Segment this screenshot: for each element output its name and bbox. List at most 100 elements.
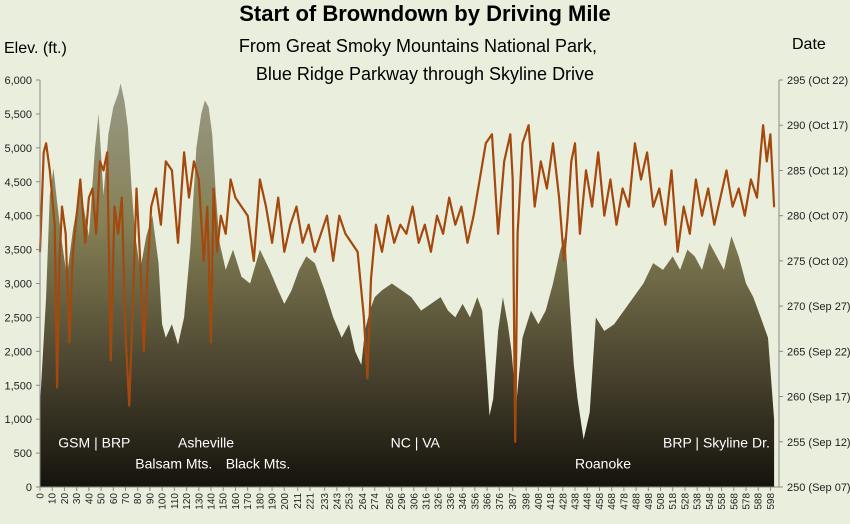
x-tick-label: 548 (705, 493, 716, 510)
browndown-point (53, 223, 56, 226)
browndown-point (682, 205, 685, 208)
browndown-point (765, 160, 768, 163)
browndown-point (411, 205, 414, 208)
x-tick-label: 90 (145, 493, 156, 505)
browndown-point (743, 214, 746, 217)
region-annotation: GSM | BRP (58, 435, 130, 451)
browndown-point (102, 169, 105, 172)
x-tick-label: 387 (508, 493, 519, 510)
region-annotation: NC | VA (391, 435, 441, 451)
x-tick-label: 180 (255, 493, 266, 510)
x-tick-label: 150 (219, 493, 230, 510)
x-tick-label: 366 (483, 493, 494, 510)
browndown-point (484, 142, 487, 145)
x-tick-label: 408 (534, 493, 545, 510)
browndown-point (756, 196, 758, 199)
browndown-point (511, 178, 514, 181)
x-tick-label: 286 (385, 493, 396, 510)
y-tick-label: 1,500 (4, 380, 32, 392)
y-tick-label: 2,500 (4, 312, 32, 324)
browndown-point (688, 232, 691, 235)
y-tick-label: 5,500 (4, 109, 32, 121)
browndown-point (514, 440, 517, 443)
x-tick-label: 468 (607, 493, 618, 510)
browndown-point (210, 341, 212, 344)
annotations: GSM | BRP Balsam Mts. Asheville Black Mts. N… (58, 435, 770, 472)
browndown-point (585, 169, 587, 172)
x-tick-label: 170 (243, 493, 254, 510)
y2-tick-label: 270 (Sep 27) (787, 301, 850, 313)
plot-area: GSM | BRP Balsam Mts. Asheville Black Mts. N… (38, 83, 776, 488)
browndown-point (202, 260, 205, 262)
browndown-point (109, 359, 112, 362)
browndown-point (99, 160, 101, 163)
x-tick-label: 458 (595, 493, 606, 510)
browndown-point (42, 151, 45, 154)
browndown-point (356, 250, 359, 253)
y-axis-label: Elev. (ft.) (4, 40, 67, 57)
x-tick-label: 336 (446, 493, 457, 510)
x-tick-label: 488 (632, 493, 643, 510)
browndown-point (497, 232, 499, 235)
browndown-point (552, 142, 554, 145)
region-annotation: BRP | Skyline Dr. (663, 435, 770, 451)
x-tick-label: 326 (434, 493, 445, 510)
browndown-point (135, 187, 138, 190)
x-tick-label: 418 (546, 493, 557, 510)
browndown-point (375, 223, 377, 226)
browndown-point (539, 160, 542, 163)
browndown-point (68, 341, 71, 344)
x-tick-label: 478 (619, 493, 630, 510)
chart-subtitle-line-1: From Great Smoky Mountains National Park… (239, 36, 597, 56)
browndown-point (509, 133, 512, 136)
browndown-point (615, 223, 618, 226)
x-tick-label: 346 (458, 493, 469, 510)
browndown-point (366, 377, 369, 380)
browndown-point (393, 241, 396, 244)
browndown-point (72, 250, 74, 253)
browndown-point (591, 205, 593, 208)
y2-tick-label: 260 (Sep 17) (787, 392, 850, 404)
browndown-date-points (39, 124, 775, 443)
browndown-point (609, 178, 612, 181)
x-tick-label: 518 (668, 493, 679, 510)
browndown-point (454, 223, 457, 226)
browndown-point (472, 214, 475, 217)
x-tick-label: 211 (293, 493, 304, 509)
x-tick-label: 110 (170, 493, 181, 509)
browndown-point (634, 142, 636, 145)
x-tick-label: 190 (268, 493, 279, 510)
browndown-point (640, 178, 642, 181)
browndown-point (48, 169, 51, 172)
x-tick-label: 10 (48, 493, 59, 505)
browndown-point (171, 169, 173, 172)
browndown-point (277, 196, 280, 199)
browndown-point (155, 187, 157, 190)
browndown-point (188, 196, 190, 199)
x-tick-label: 253 (345, 493, 356, 510)
browndown-point (430, 250, 432, 253)
browndown-point (124, 332, 127, 335)
x-tick-label: 120 (182, 493, 193, 510)
y-axis-ticks: 0 500 1,000 1,500 2,000 2,500 3,000 3,500 4,000 4… (4, 75, 40, 494)
browndown-point (417, 241, 420, 244)
y2-tick-label: 265 (Sep 22) (787, 346, 850, 358)
browndown-point (246, 214, 249, 217)
browndown-point (283, 250, 286, 253)
region-annotation: Roanoke (575, 456, 631, 472)
y2-tick-label: 280 (Oct 07) (787, 211, 848, 223)
browndown-point (289, 223, 292, 226)
browndown-point (381, 250, 383, 253)
x-tick-label: 428 (558, 493, 569, 510)
x-tick-label: 100 (158, 493, 169, 510)
browndown-point (773, 205, 775, 208)
browndown-point (570, 160, 573, 163)
browndown-point (45, 142, 47, 145)
browndown-point (139, 260, 142, 262)
browndown-point (627, 205, 630, 208)
browndown-point (387, 214, 389, 217)
x-tick-label: 558 (717, 493, 728, 510)
browndown-point (332, 260, 335, 262)
browndown-point (131, 305, 134, 307)
